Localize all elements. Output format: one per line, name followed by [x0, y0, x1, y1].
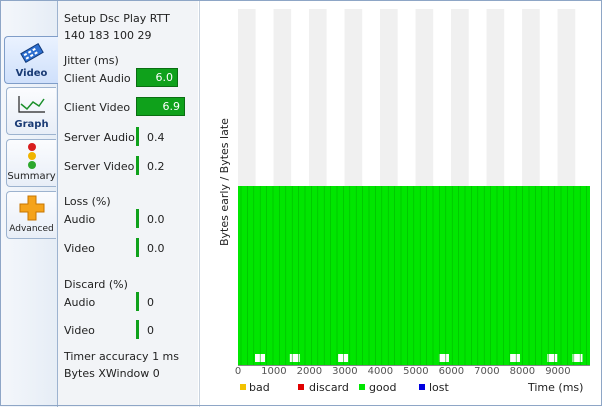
tab-summary-label: Summary — [7, 171, 56, 182]
server-video-label: Server Video — [64, 160, 135, 173]
legend-good-swatch — [359, 384, 365, 390]
discard-video-bar — [136, 320, 139, 339]
video-icon — [5, 41, 58, 65]
tab-graph-label: Graph — [14, 119, 49, 130]
plus-icon — [7, 195, 56, 221]
legend-discard: discard — [309, 381, 349, 394]
graph-icon — [7, 92, 56, 116]
x-tick-label: 0 — [234, 366, 242, 377]
bytes-xwindow: Bytes XWindow 0 — [64, 367, 160, 380]
client-audio-label: Client Audio — [64, 72, 131, 85]
stats-panel: Setup Dsc Play RTT 140 183 100 29 Jitter… — [58, 0, 198, 407]
legend-discard-swatch — [298, 384, 304, 390]
x-tick-label: 8000 — [509, 366, 536, 377]
timer-accuracy: Timer accuracy 1 ms — [64, 350, 180, 363]
x-tick-label: 3000 — [332, 366, 358, 377]
server-video-value: 0.2 — [147, 160, 165, 173]
tab-summary[interactable]: Summary — [6, 139, 56, 187]
jitter-title: Jitter (ms) — [64, 54, 119, 67]
loss-audio-value: 0.0 — [147, 213, 165, 226]
server-video-jitter-bar — [136, 156, 139, 175]
client-video-label: Client Video — [64, 101, 131, 114]
loss-audio-label: Audio — [64, 213, 96, 226]
x-tick-label: 2000 — [296, 366, 323, 377]
x-tick-label: 7000 — [474, 366, 500, 377]
x-tick-label: 4000 — [367, 366, 394, 377]
y-axis-label: Bytes early / Bytes late — [218, 118, 231, 246]
discard-audio-label: Audio — [64, 296, 96, 309]
loss-title: Loss (%) — [64, 195, 111, 208]
x-tick-label: 1000 — [261, 366, 287, 377]
discard-audio-bar — [136, 292, 139, 311]
server-audio-value: 0.4 — [147, 131, 165, 144]
x-tick-label: 9000 — [545, 366, 571, 377]
legend-bad: bad — [249, 381, 270, 394]
tab-video-label: Video — [15, 68, 48, 79]
tab-video[interactable]: Video — [4, 36, 58, 84]
good-bar-gap — [289, 354, 300, 362]
tab-strip: Video Graph Summary — [0, 0, 58, 407]
good-bar-gap — [547, 354, 558, 362]
tab-advanced-label: Advanced — [9, 224, 54, 234]
timeline-chart — [238, 9, 590, 366]
server-audio-label: Server Audio — [64, 131, 135, 144]
good-bar-gap — [572, 354, 583, 362]
rtt-header: Setup Dsc Play RTT — [64, 12, 170, 25]
rtt-values: 140 183 100 29 — [64, 29, 152, 42]
loss-video-value: 0.0 — [147, 242, 165, 255]
client-audio-jitter-bar: 6.0 — [136, 68, 178, 87]
legend-good: good — [369, 381, 397, 394]
traffic-light-icon — [7, 143, 56, 169]
x-tick-label: 6000 — [438, 366, 465, 377]
legend-lost-swatch — [419, 384, 425, 390]
x-tick-label: 5000 — [403, 366, 429, 377]
loss-audio-bar — [136, 209, 139, 228]
good-bar-gap — [509, 354, 520, 362]
good-bar-gap — [438, 354, 449, 362]
discard-video-value: 0 — [147, 324, 154, 337]
tab-advanced[interactable]: Advanced — [6, 191, 56, 239]
discard-video-label: Video — [64, 324, 95, 337]
loss-video-label: Video — [64, 242, 95, 255]
legend-bad-swatch — [240, 384, 246, 390]
server-audio-jitter-bar — [136, 127, 139, 146]
client-video-jitter-bar: 6.9 — [136, 97, 185, 116]
discard-title: Discard (%) — [64, 278, 128, 291]
x-axis-label: Time (ms) — [528, 381, 584, 394]
loss-video-bar — [136, 238, 139, 257]
discard-audio-value: 0 — [147, 296, 154, 309]
tab-graph[interactable]: Graph — [6, 87, 56, 135]
legend-lost: lost — [429, 381, 449, 394]
